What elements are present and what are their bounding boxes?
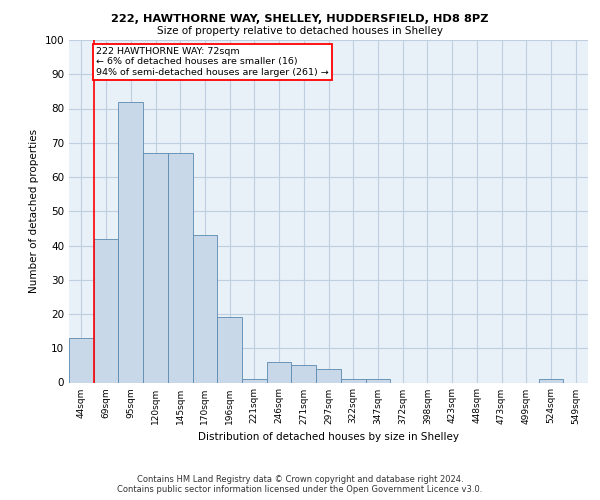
Text: Size of property relative to detached houses in Shelley: Size of property relative to detached ho… [157, 26, 443, 36]
Y-axis label: Number of detached properties: Number of detached properties [29, 129, 39, 294]
Bar [292, 366, 316, 382]
Bar [539, 379, 563, 382]
Text: Contains HM Land Registry data © Crown copyright and database right 2024.
Contai: Contains HM Land Registry data © Crown c… [118, 474, 482, 494]
Text: 222 HAWTHORNE WAY: 72sqm
← 6% of detached houses are smaller (16)
94% of semi-de: 222 HAWTHORNE WAY: 72sqm ← 6% of detache… [96, 47, 329, 76]
Text: 222, HAWTHORNE WAY, SHELLEY, HUDDERSFIELD, HD8 8PZ: 222, HAWTHORNE WAY, SHELLEY, HUDDERSFIEL… [111, 14, 489, 24]
Bar [94, 238, 118, 382]
X-axis label: Distribution of detached houses by size in Shelley: Distribution of detached houses by size … [198, 432, 459, 442]
Bar [365, 379, 390, 382]
Bar [193, 235, 217, 382]
Bar [168, 153, 193, 382]
Bar [316, 369, 341, 382]
Bar [341, 379, 365, 382]
Bar [69, 338, 94, 382]
Bar [118, 102, 143, 382]
Bar [267, 362, 292, 382]
Bar [242, 379, 267, 382]
Bar [217, 318, 242, 382]
Bar [143, 153, 168, 382]
